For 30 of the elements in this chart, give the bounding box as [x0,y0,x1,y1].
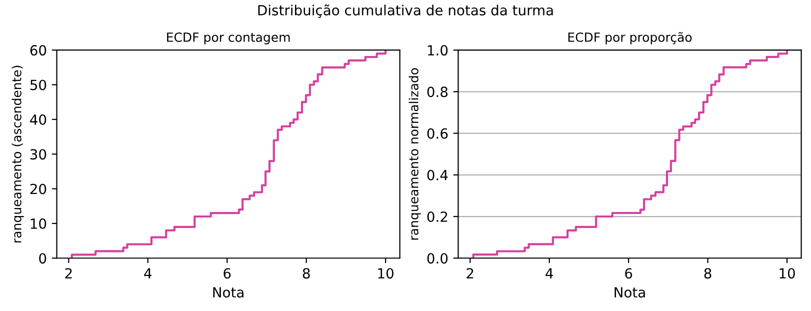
chart-title: ECDF por proporção [568,32,692,44]
x-tick-label: 6 [625,268,632,279]
chart-title: ECDF por contagem [167,32,290,44]
x-axis-title: Nota [213,287,244,298]
x-tick-label: 2 [65,268,72,278]
y-tick-label: 1.0 [428,45,448,56]
x-tick-label: 8 [302,268,310,279]
y-tick-label: 0.8 [427,86,448,98]
x-tick-label: 10 [780,268,795,279]
y-tick-label: 0.2 [427,211,448,222]
x-axis-title: Nota [614,287,645,298]
y-axis-title: ranqueamento (ascendente) [12,66,24,242]
x-tick-label: 2 [466,268,474,278]
y-tick-label: 40 [30,114,46,125]
x-tick-label: 10 [378,268,394,279]
x-tick-label: 4 [144,268,152,278]
y-tick-label: 0.6 [427,128,448,139]
x-tick-label: 8 [704,268,712,279]
y-tick-label: 0.4 [427,170,448,180]
y-tick-label: 30 [30,149,46,160]
y-tick-label: 60 [30,45,46,56]
y-tick-label: 0 [39,253,46,264]
y-tick-label: 0.0 [427,253,448,264]
y-tick-label: 50 [30,80,46,90]
y-tick-label: 10 [30,218,46,229]
x-tick-label: 6 [224,268,231,279]
y-tick-label: 20 [30,184,46,194]
text: Distribuição cumulativa de notas da turma [258,4,553,18]
x-tick-label: 4 [546,268,553,278]
y-axis-title: ranqueamento normalizado [408,68,421,240]
